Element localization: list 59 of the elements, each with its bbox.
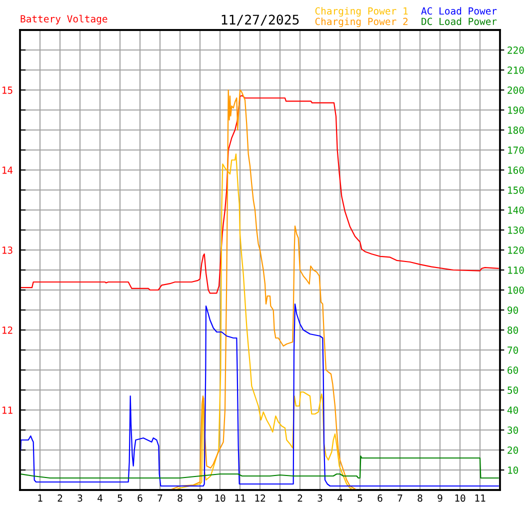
x-tick-label: 10 <box>455 494 466 502</box>
chart-title: 11/27/2025 <box>222 14 299 26</box>
line-series <box>20 95 499 294</box>
y2-tick-label: 210 <box>508 66 524 74</box>
y-tick-label: 12 <box>2 326 12 334</box>
y-tick-label: 11 <box>2 406 12 414</box>
y-axis-title: Battery Voltage <box>20 14 108 24</box>
x-tick-label: 6 <box>138 494 142 502</box>
x-tick-label: 4 <box>338 494 342 502</box>
y-tick-label: 15 <box>2 86 12 94</box>
y2-tick-label: 150 <box>508 186 524 194</box>
y2-tick-label: 120 <box>508 246 524 254</box>
y2-tick-label: 140 <box>508 206 524 214</box>
y2-tick-label: 220 <box>508 46 524 54</box>
y2-tick-label: 170 <box>508 146 524 154</box>
y2-tick-label: 20 <box>508 446 518 454</box>
y2-tick-label: 70 <box>508 346 518 354</box>
y-tick-label: 14 <box>2 166 13 174</box>
x-tick-label: 9 <box>198 494 202 502</box>
text: AC Load Power <box>421 7 497 15</box>
y2-tick-label: 40 <box>507 406 518 414</box>
y-tick-label: 13 <box>2 246 12 254</box>
y2-tick-label: 190 <box>508 106 524 114</box>
x-tick-label: 2 <box>58 494 62 502</box>
line-series <box>20 455 499 479</box>
x-tick-label: 2 <box>298 494 302 502</box>
x-tick-label: 7 <box>398 494 402 502</box>
y2-tick-label: 110 <box>508 266 524 274</box>
x-tick-label: 4 <box>98 494 102 502</box>
y2-tick-label: 90 <box>508 306 518 314</box>
x-tick-label: 3 <box>318 494 322 502</box>
y2-tick-label: 30 <box>508 426 518 434</box>
y2-tick-label: 80 <box>508 326 518 334</box>
y2-tick-label: 160 <box>508 166 524 174</box>
x-tick-label: 10 <box>215 494 226 502</box>
x-tick-label: 7 <box>158 494 162 502</box>
x-tick-label: 11 <box>235 494 246 502</box>
y2-tick-label: 10 <box>508 466 518 474</box>
y2-tick-label: 60 <box>508 366 518 374</box>
text: Charging Power 1 <box>315 7 408 17</box>
y2-tick-label: 200 <box>508 86 524 94</box>
y2-tick-label: 130 <box>508 226 524 234</box>
x-tick-label: 11 <box>475 494 486 502</box>
x-tick-label: 3 <box>78 494 82 502</box>
x-tick-label: 12 <box>255 494 266 502</box>
x-tick-label: 5 <box>118 494 122 502</box>
x-tick-label: 9 <box>438 494 442 502</box>
x-tick-label: 6 <box>378 494 382 502</box>
x-tick-label: 1 <box>278 494 282 502</box>
x-tick-label: 8 <box>418 494 422 502</box>
x-tick-label: 8 <box>178 494 182 502</box>
y2-tick-label: 50 <box>508 386 518 394</box>
x-tick-label: 1 <box>38 494 42 502</box>
y2-tick-label: 180 <box>508 126 524 134</box>
line-series <box>20 303 499 487</box>
text: Charging Power 2 <box>315 18 408 28</box>
y2-tick-label: 100 <box>508 286 524 294</box>
x-tick-label: 5 <box>358 494 362 502</box>
text: DC Load Power <box>422 18 497 26</box>
